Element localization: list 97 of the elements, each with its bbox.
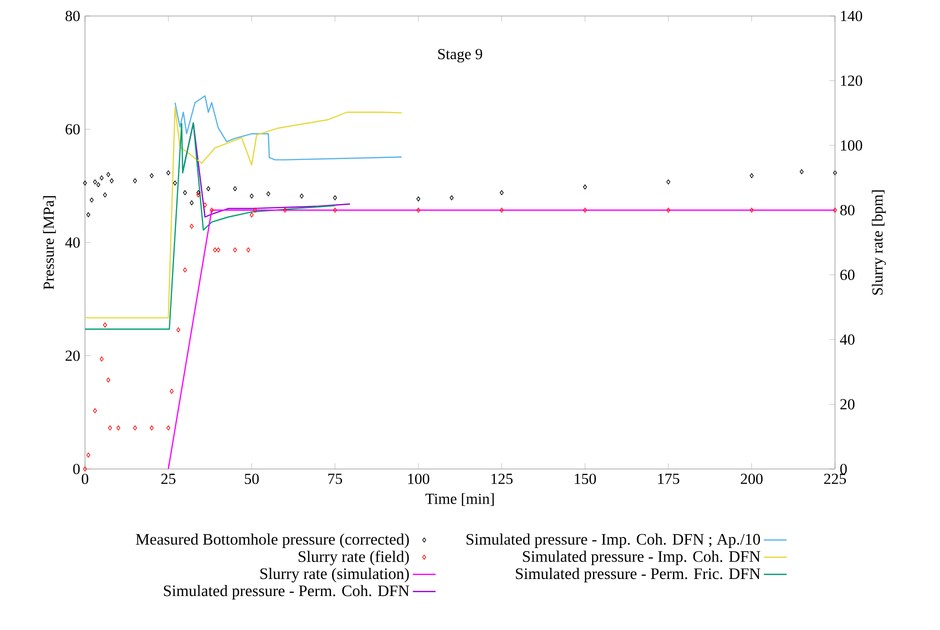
point: [96, 182, 100, 188]
point: [333, 195, 337, 200]
point: [150, 173, 154, 178]
x-tick-label: 125: [492, 474, 513, 484]
y-tick-label: 80: [66, 10, 80, 22]
x-axis-title: Time [min]: [425, 493, 494, 506]
point: [333, 208, 337, 213]
point: [500, 190, 504, 196]
legend-label: Slurry rate (simulation): [260, 568, 409, 582]
line-series: [174, 95, 402, 160]
point: [250, 212, 254, 218]
point: [266, 191, 270, 196]
point: [583, 184, 587, 190]
point: [750, 208, 754, 213]
legend-label: Measured Bottomhole pressure (corrected): [136, 533, 409, 548]
point: [833, 170, 837, 176]
point: [170, 388, 174, 394]
point: [106, 172, 110, 178]
y2-axis-title: Slurry rate [bpm]: [872, 190, 886, 295]
y-tick-label: 60: [66, 124, 80, 134]
x-tick-label: 150: [574, 474, 596, 484]
point: [800, 169, 804, 174]
legend-label: Simulated pressure - Perm. Coh. DFN: [164, 584, 410, 600]
point: [233, 186, 237, 192]
y2-tick-label: 100: [841, 140, 862, 151]
point: [103, 192, 107, 198]
point: [166, 425, 170, 430]
x-tick-label: 25: [161, 474, 176, 484]
y2-tick-label: 40: [840, 334, 854, 345]
point: [100, 356, 104, 362]
x-tick-label: 200: [740, 474, 763, 484]
point: [133, 178, 137, 184]
point: [666, 208, 670, 213]
y2-tick-label: 20: [840, 399, 854, 410]
x-tick-label: 175: [658, 474, 680, 484]
point: [150, 425, 154, 430]
point: [253, 208, 257, 213]
point: [133, 425, 137, 430]
point: [106, 378, 110, 382]
legend-label: Simulated pressure - Imp. Coh. DFN: [523, 550, 760, 566]
x-tick-label: 225: [824, 474, 846, 484]
point: [103, 322, 107, 328]
line-series: [85, 107, 402, 318]
point: [83, 466, 87, 472]
point: [183, 190, 187, 196]
point: [750, 173, 754, 178]
point: [190, 224, 194, 229]
point: [108, 425, 112, 430]
point: [90, 198, 94, 202]
x-tick-label: 100: [408, 474, 430, 484]
point: [83, 180, 87, 186]
point: [93, 408, 97, 414]
x-tick-label: 0: [82, 474, 88, 484]
y-tick-label: 40: [65, 237, 80, 248]
y-axis-title: Pressure [MPa]: [43, 196, 56, 290]
text: Stage 9: [438, 48, 482, 62]
point: [176, 327, 180, 332]
point: [233, 247, 237, 252]
point: [203, 202, 207, 208]
x-tick-label: 75: [328, 474, 342, 484]
point: [190, 200, 194, 206]
point: [183, 268, 187, 272]
point: [583, 208, 587, 213]
point: [86, 212, 90, 218]
y2-tick-label: 140: [841, 10, 862, 22]
point: [300, 194, 304, 199]
point: [93, 179, 97, 184]
point: [173, 180, 177, 186]
y2-tick-label: 0: [840, 464, 847, 474]
y-tick-label: 0: [73, 464, 80, 474]
legend-label: Simulated pressure - Imp. Coh. DFN ; Ap./10: [466, 533, 760, 548]
point: [833, 208, 837, 213]
point: [500, 208, 504, 213]
y2-tick-label: 60: [840, 270, 854, 280]
point: [283, 208, 287, 213]
point: [116, 425, 120, 430]
y2-tick-label: 120: [841, 76, 862, 86]
y-tick-label: 20: [66, 350, 80, 361]
point: [210, 208, 214, 213]
point: [196, 190, 200, 196]
point: [86, 452, 90, 458]
point: [246, 247, 250, 252]
legend-label: Simulated pressure - Perm. Fric. DFN: [516, 568, 760, 582]
point: [666, 179, 670, 184]
x-tick-label: 50: [244, 474, 259, 484]
legend-label: Slurry rate (field): [298, 550, 409, 566]
point: [416, 196, 420, 202]
point: [110, 178, 114, 184]
point: [250, 194, 254, 199]
point: [206, 186, 210, 192]
point: [213, 247, 217, 252]
point: [166, 170, 170, 176]
point: [416, 208, 420, 213]
point: [100, 175, 104, 180]
point: [216, 247, 220, 252]
point: [450, 195, 454, 200]
y2-tick-label: 80: [840, 204, 854, 216]
